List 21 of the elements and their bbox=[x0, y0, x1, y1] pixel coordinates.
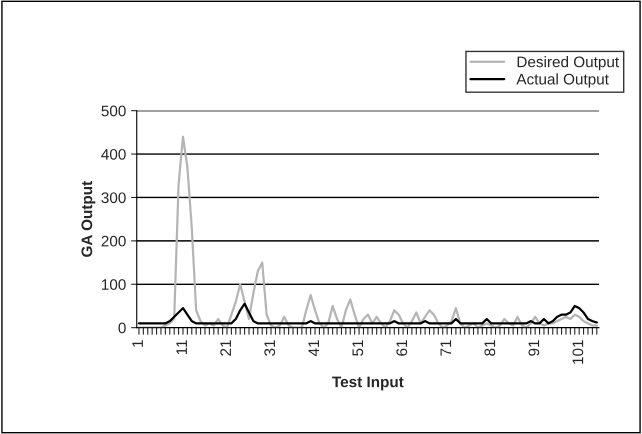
legend-label: Desired Output bbox=[518, 56, 620, 70]
x-tick-label: 81 bbox=[484, 340, 496, 356]
y-tick-label: 200 bbox=[102, 236, 126, 247]
y-axis-title: GA Output bbox=[81, 181, 96, 257]
y-tick-label: 400 bbox=[101, 148, 126, 160]
x-tick-label: 91 bbox=[528, 340, 540, 356]
x-tick-label: 31 bbox=[264, 340, 276, 356]
x-tick-label: 101 bbox=[572, 340, 584, 364]
x-tick-label: 21 bbox=[220, 340, 231, 356]
y-tick-label: 100 bbox=[102, 279, 126, 290]
y-tick-label: 300 bbox=[101, 192, 126, 204]
x-tick-label: 41 bbox=[308, 340, 319, 356]
legend-label: Actual Output bbox=[516, 73, 609, 88]
y-tick-label: 500 bbox=[101, 106, 126, 116]
x-tick-label: 71 bbox=[440, 340, 452, 356]
y-tick-label: 0 bbox=[118, 322, 126, 334]
x-axis-title: Test Input bbox=[332, 376, 404, 390]
x-tick-label: 61 bbox=[396, 340, 408, 356]
x-tick-label: 51 bbox=[352, 340, 364, 356]
x-tick-label: 1 bbox=[132, 340, 143, 347]
x-tick-label: 11 bbox=[176, 340, 187, 354]
